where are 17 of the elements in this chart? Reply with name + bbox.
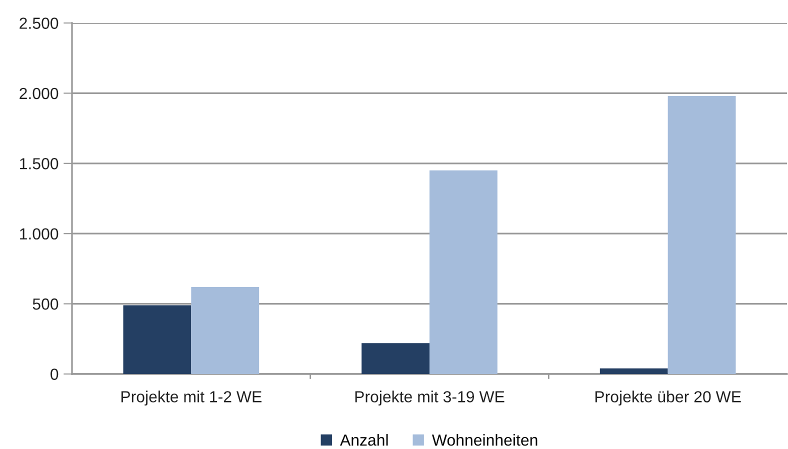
y-tick-label: 0 xyxy=(50,368,58,380)
bar xyxy=(430,170,498,374)
bar xyxy=(123,305,192,374)
legend-label: Wohneinheiten xyxy=(432,434,538,446)
x-tick-label: Projekte über 20 WE xyxy=(595,390,741,406)
bar xyxy=(362,343,430,374)
y-tick-label: 1.500 xyxy=(20,158,58,170)
x-tick-label: Projekte mit 1-2 WE xyxy=(121,390,262,406)
y-tick-label: 2.500 xyxy=(20,18,58,29)
y-tick-label: 500 xyxy=(32,298,58,310)
bar xyxy=(191,286,260,374)
y-tick-label: 2.000 xyxy=(20,88,58,100)
x-tick-label: Projekte mit 3-19 WE xyxy=(355,390,504,406)
y-tick-label: 1.000 xyxy=(20,228,58,240)
bar xyxy=(668,96,736,374)
legend-label: Anzahl xyxy=(340,434,388,446)
bar xyxy=(600,368,668,374)
